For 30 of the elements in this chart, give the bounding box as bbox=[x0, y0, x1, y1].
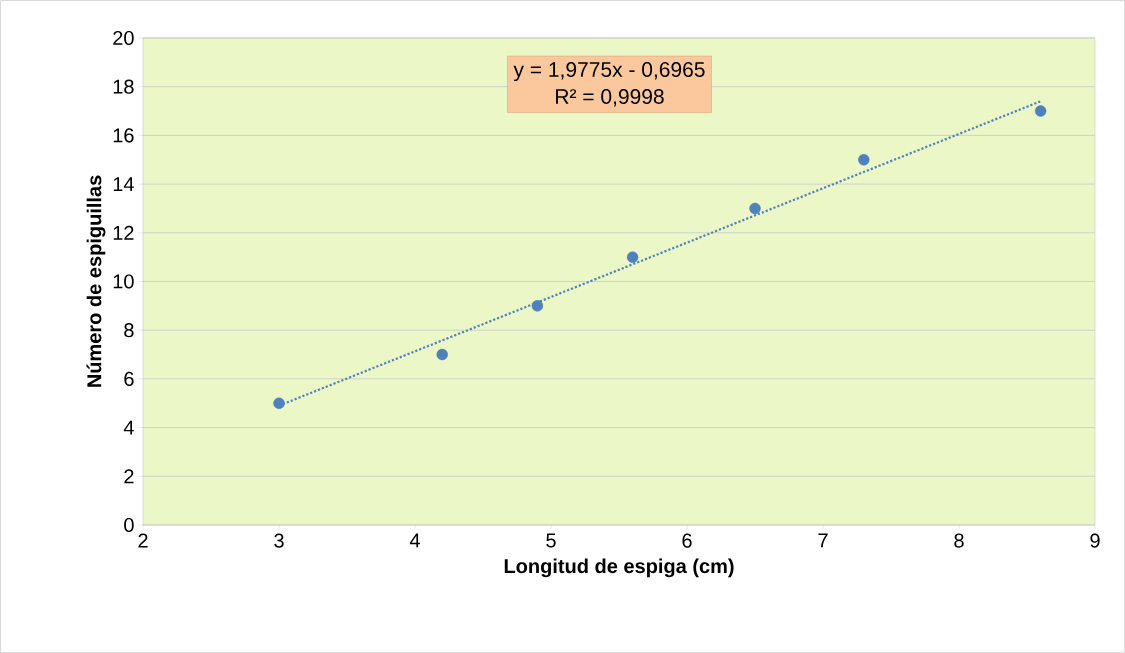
y-axis-title: Número de espiguillas bbox=[86, 175, 106, 387]
point bbox=[436, 348, 448, 361]
y-tick-label: 14 bbox=[113, 177, 134, 191]
x-tick-label: 6 bbox=[682, 533, 692, 548]
point bbox=[749, 202, 761, 215]
point bbox=[626, 251, 639, 263]
y-tick-label: 10 bbox=[113, 274, 134, 289]
x-tick-label: 9 bbox=[1090, 533, 1100, 548]
x-tick-label: 4 bbox=[409, 533, 420, 548]
y-tick-label: 8 bbox=[124, 323, 134, 338]
x-tick-label: 3 bbox=[274, 533, 284, 548]
x-tick-label: 2 bbox=[138, 533, 148, 548]
point bbox=[1034, 105, 1047, 117]
annotation: y = 1,9775x - 0,6965 bbox=[513, 62, 705, 82]
y-tick-label: 16 bbox=[113, 128, 134, 143]
annotation: R² = 0,9998 bbox=[556, 89, 664, 107]
point bbox=[531, 300, 544, 312]
y-tick-label: 0 bbox=[124, 517, 134, 533]
y-tick-label: 2 bbox=[124, 469, 134, 484]
y-tick-label: 6 bbox=[124, 371, 134, 386]
point bbox=[273, 397, 285, 409]
y-tick-label: 12 bbox=[113, 225, 134, 240]
x-tick-label: 5 bbox=[546, 533, 556, 548]
x-tick-label: 7 bbox=[818, 533, 828, 548]
point bbox=[858, 154, 870, 166]
x-tick-label: 8 bbox=[954, 533, 964, 548]
y-tick-label: 4 bbox=[123, 420, 134, 435]
x-axis-title: Longitud de espiga (cm) bbox=[504, 558, 734, 578]
y-tick-label: 20 bbox=[113, 30, 134, 46]
y-tick-label: 18 bbox=[113, 79, 134, 94]
